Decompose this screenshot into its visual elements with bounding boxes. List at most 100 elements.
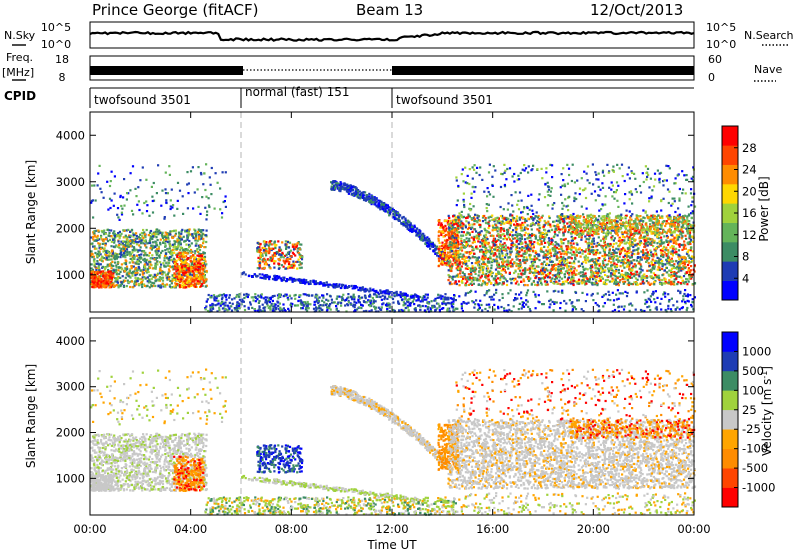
- power-cell: [139, 269, 142, 272]
- power-cell: [298, 253, 301, 256]
- power-cell: [171, 243, 174, 246]
- power-cell: [186, 236, 189, 239]
- power-cell: [264, 245, 267, 248]
- power-cell: [177, 258, 180, 261]
- power-cell: [196, 254, 199, 257]
- power-cell: [202, 281, 205, 284]
- power-cell: [687, 263, 690, 267]
- power-cell: [623, 266, 626, 269]
- power-cell: [181, 254, 184, 257]
- power-cell: [400, 308, 403, 312]
- power-cell: [419, 300, 422, 303]
- power-cell: [121, 240, 125, 243]
- power-cell: [150, 246, 153, 249]
- power-cell: [408, 220, 411, 223]
- power-cell: [362, 191, 365, 194]
- power-cell: [173, 279, 176, 282]
- power-cell: [375, 294, 378, 297]
- power-cell: [193, 232, 196, 235]
- power-cell: [340, 184, 343, 188]
- power-cell: [266, 276, 269, 279]
- power-cell: [195, 235, 198, 238]
- power-cell: [190, 256, 193, 259]
- power-cell: [151, 254, 154, 257]
- power-cell: [274, 246, 277, 250]
- power-cell: [298, 278, 301, 281]
- power-cell: [98, 164, 101, 167]
- power-cell: [136, 250, 139, 253]
- power-cell: [273, 266, 276, 269]
- power-cell: [137, 256, 140, 260]
- power-cell: [197, 258, 200, 261]
- power-cell: [401, 298, 404, 301]
- power-cell: [193, 191, 196, 194]
- power-cell: [427, 242, 430, 245]
- power-cell: [110, 282, 113, 285]
- power-cell: [107, 255, 110, 258]
- power-cell: [322, 284, 325, 287]
- power-cell: [177, 235, 180, 238]
- freq-bar-2: [392, 66, 694, 75]
- power-cell: [205, 163, 208, 166]
- power-cell: [511, 214, 514, 217]
- power-cell: [184, 283, 187, 286]
- power-cell: [97, 230, 100, 233]
- power-cell: [462, 253, 465, 256]
- power-cell: [274, 303, 277, 306]
- power-cell: [213, 295, 216, 298]
- power-cell: [383, 290, 386, 293]
- power-cell: [299, 294, 302, 297]
- power-cell: [460, 240, 463, 243]
- power-cell: [198, 270, 201, 273]
- power-cell: [597, 232, 600, 236]
- power-cell: [623, 280, 627, 283]
- power-cell: [107, 271, 110, 274]
- power-cell: [285, 247, 288, 250]
- power-cell: [440, 250, 443, 253]
- power-cell: [266, 250, 269, 253]
- power-cell: [302, 301, 306, 304]
- power-cell: [408, 226, 411, 229]
- power-cell: [293, 304, 297, 307]
- power-cell: [612, 242, 615, 246]
- power-cell: [597, 218, 600, 221]
- power-cell: [522, 258, 525, 261]
- power-cell: [228, 307, 231, 310]
- power-cell: [554, 269, 557, 272]
- power-cell: [111, 252, 114, 255]
- power-cell: [437, 257, 440, 260]
- power-cell: [280, 278, 283, 282]
- power-cell: [224, 205, 227, 208]
- power-cell: [193, 259, 196, 263]
- power-cell: [485, 283, 488, 286]
- power-cell: [116, 256, 120, 259]
- power-cell: [180, 259, 183, 262]
- power-cell: [426, 241, 429, 245]
- power-cell: [109, 284, 112, 287]
- power-cell: [434, 299, 437, 302]
- power-cell: [109, 180, 112, 183]
- power-cell: [225, 298, 228, 301]
- power-cell: [375, 290, 378, 293]
- power-cell: [265, 263, 269, 266]
- power-cell: [197, 235, 201, 238]
- power-cell: [137, 266, 140, 269]
- power-cell: [106, 263, 109, 266]
- power-cell: [534, 237, 537, 240]
- power-cell: [326, 293, 329, 296]
- power-cell: [402, 301, 405, 304]
- power-cell: [165, 261, 168, 264]
- power-cell: [321, 299, 324, 302]
- power-cell: [142, 228, 145, 232]
- power-cell: [374, 306, 377, 309]
- power-cell: [92, 216, 95, 219]
- power-cell: [413, 225, 416, 229]
- power-cell: [432, 305, 435, 308]
- power-cell: [678, 260, 681, 264]
- power-cell: [126, 279, 129, 282]
- power-cell: [450, 305, 453, 308]
- power-cell: [186, 183, 189, 186]
- power-cell: [166, 235, 169, 238]
- power-cell: [268, 248, 271, 251]
- power-cell: [600, 227, 604, 230]
